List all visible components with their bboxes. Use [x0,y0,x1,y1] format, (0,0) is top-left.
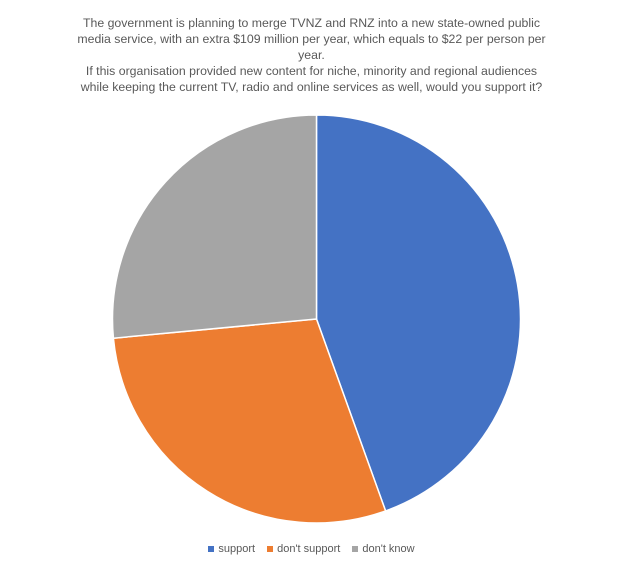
legend-swatch-support [208,546,214,552]
legend-swatch-dont-support [267,546,273,552]
legend-item-dont-support: don't support [267,543,340,555]
legend-item-support: support [208,543,255,555]
legend-label-dont-support: don't support [277,543,340,555]
legend-swatch-dont-know [352,546,358,552]
legend-item-dont-know: don't know [352,543,414,555]
legend: support don't support don't know [0,543,623,555]
pie-slice-dont-know [113,115,317,338]
legend-label-dont-know: don't know [362,543,414,555]
legend-label-support: support [218,543,255,555]
